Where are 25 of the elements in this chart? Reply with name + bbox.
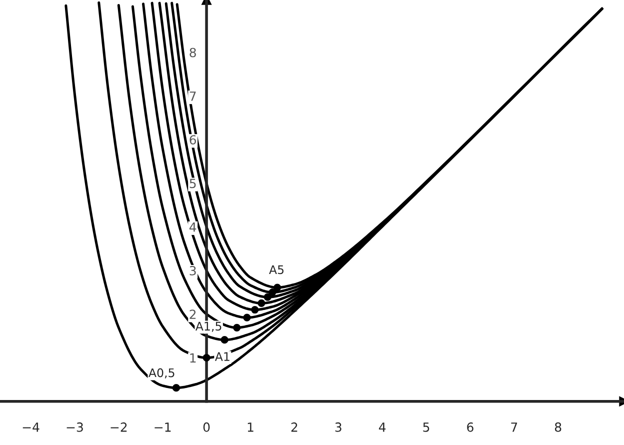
y-tick-label: 5: [190, 178, 196, 188]
annotation: A0,5: [148, 368, 174, 378]
x-tick-label: −3: [66, 422, 83, 432]
x-tick-label: −2: [110, 422, 127, 432]
x-tick-label: −4: [22, 422, 40, 432]
y-tick-label: 4: [189, 222, 196, 232]
x-tick-label: 3: [335, 422, 342, 432]
x-tick-label: 0: [203, 422, 210, 432]
x-tick-label: 2: [291, 422, 298, 432]
x-tick-label: 8: [554, 422, 562, 432]
x-tick-label: −1: [154, 422, 171, 432]
annotation: A1: [214, 352, 230, 361]
y-tick-label: 6: [190, 135, 196, 145]
y-tick-label: 3: [190, 266, 196, 276]
x-tick-label: 1: [248, 422, 254, 432]
annotation: A5: [269, 265, 284, 274]
y-tick-label: 2: [190, 310, 196, 319]
x-tick-label: 7: [511, 422, 518, 432]
y-tick-label: 7: [190, 92, 196, 101]
annotation: A1,5: [195, 322, 222, 332]
y-tick-label: 8: [190, 48, 196, 58]
x-tick-label: 4: [378, 422, 386, 432]
x-tick-label: 6: [467, 422, 474, 432]
x-tick-label: 5: [423, 422, 430, 432]
y-tick-label: 1: [190, 353, 196, 362]
